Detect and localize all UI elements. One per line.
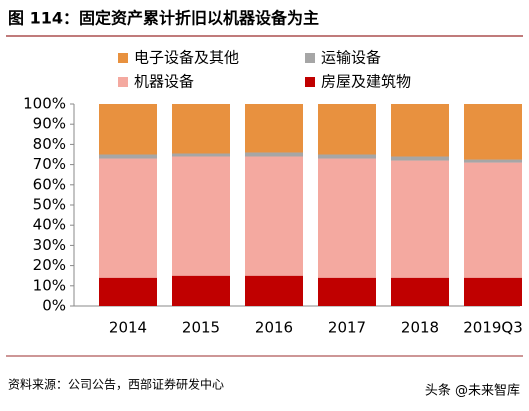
chart-title: 图 114：固定资产累计折旧以机器设备为主 xyxy=(8,9,319,28)
bar-segment xyxy=(318,158,376,278)
bar-segment xyxy=(99,158,157,278)
legend-swatch xyxy=(305,53,315,63)
bar-segment xyxy=(99,104,157,155)
y-tick-label: 70% xyxy=(33,155,66,173)
bar-segment xyxy=(172,104,230,154)
bar-segment xyxy=(464,159,522,163)
bar-segment xyxy=(391,104,449,157)
bar-segment xyxy=(391,160,449,278)
x-tick-label: 2019Q3 xyxy=(463,319,523,337)
bar-segment xyxy=(464,104,522,160)
legend-label: 运输设备 xyxy=(321,49,381,67)
bar-segment xyxy=(464,277,522,306)
y-tick-label: 80% xyxy=(33,135,66,153)
bar-segment xyxy=(99,154,157,159)
bar-segment xyxy=(172,153,230,157)
y-tick-label: 40% xyxy=(33,216,66,234)
bar-segment xyxy=(245,275,303,306)
y-tick-label: 30% xyxy=(33,236,66,254)
source-note: 资料来源：公司公告，西部证券研发中心 xyxy=(8,377,224,392)
y-tick-label: 100% xyxy=(23,95,66,113)
bar-segment xyxy=(245,156,303,276)
y-tick-label: 20% xyxy=(33,256,66,274)
x-tick-label: 2017 xyxy=(328,319,366,337)
bar-segment xyxy=(99,277,157,306)
x-tick-label: 2015 xyxy=(182,319,220,337)
x-tick-label: 2014 xyxy=(109,319,147,337)
y-tick-label: 50% xyxy=(33,196,66,214)
bar-segment xyxy=(245,104,303,153)
bar-segment xyxy=(172,275,230,306)
y-tick-label: 90% xyxy=(33,115,66,133)
legend-swatch xyxy=(305,77,315,87)
bar-segment xyxy=(318,277,376,306)
x-tick-label: 2018 xyxy=(401,319,439,337)
bar-segment xyxy=(245,152,303,157)
legend-label: 机器设备 xyxy=(134,73,194,91)
legend-label: 房屋及建筑物 xyxy=(321,73,411,91)
y-tick-label: 0% xyxy=(42,297,66,315)
y-tick-label: 10% xyxy=(33,276,66,294)
legend-swatch xyxy=(118,77,128,87)
x-tick-label: 2016 xyxy=(255,319,293,337)
legend-label: 电子设备及其他 xyxy=(134,49,239,67)
bar-segment xyxy=(391,156,449,161)
bar-segment xyxy=(391,277,449,306)
legend-swatch xyxy=(118,53,128,63)
bar-segment xyxy=(318,154,376,159)
y-tick-label: 60% xyxy=(33,175,66,193)
bar-segment xyxy=(172,156,230,276)
watermark: 头条 @未来智库 xyxy=(425,383,520,399)
bar-segment xyxy=(464,162,522,278)
bar-segment xyxy=(318,104,376,155)
